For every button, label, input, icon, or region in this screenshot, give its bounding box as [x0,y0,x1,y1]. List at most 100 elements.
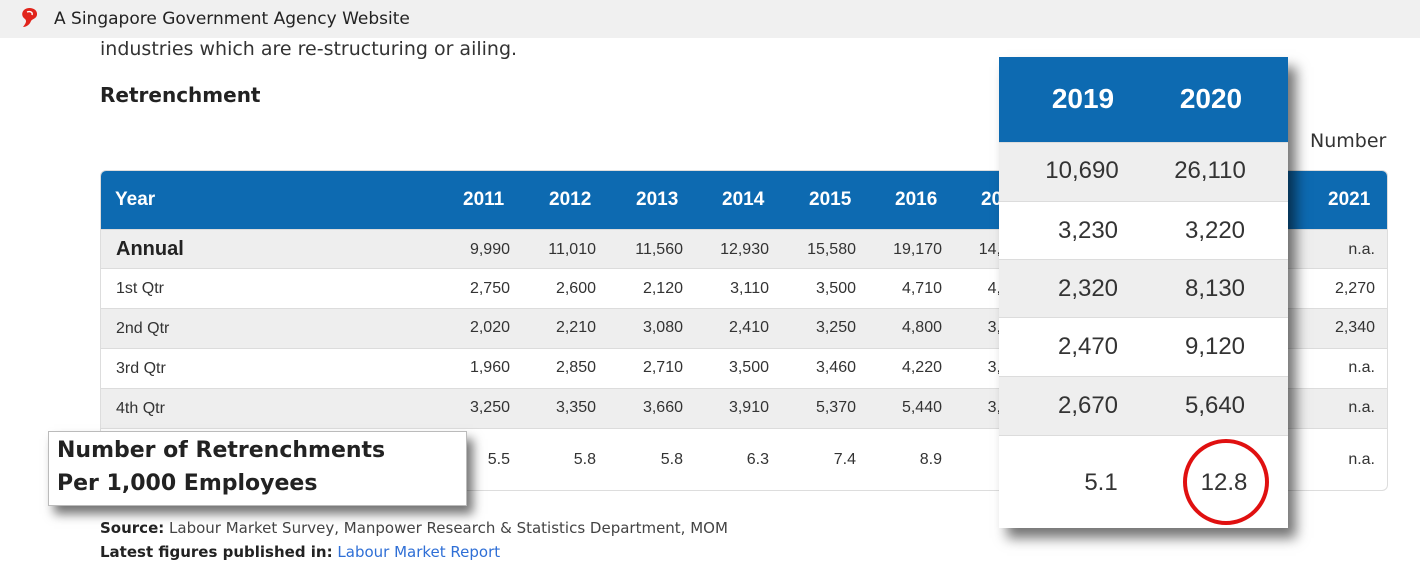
table-cell: 5,370 [815,399,856,416]
table-cell: 2,340 [1334,319,1375,336]
source-text: Labour Market Survey, Manpower Research … [169,519,728,537]
row-label: 3rd Qtr [116,360,166,377]
zoom-row: 2,670 5,640 [999,376,1288,435]
table-cell: 2,850 [555,359,596,376]
row-label: Annual [116,238,184,260]
zoom-row: 3,230 3,220 [999,201,1288,259]
table-cell: 9,990 [469,241,510,258]
zoom-cell: 8,130 [1184,275,1246,302]
zoom-cell: 3,230 [1057,217,1119,244]
intro-text: industries which are re-structuring or a… [100,38,518,60]
table-cell: n.a. [1348,451,1375,468]
table-cell: 4,220 [901,359,942,376]
section-title: Retrenchment [100,83,261,107]
table-cell: 11,010 [548,241,596,258]
header-col: 20 [981,189,1003,210]
latest-figures-note: Latest figures published in: Labour Mark… [100,543,500,561]
zoom-header-col: 2020 [1179,83,1243,114]
table-cell: 3,110 [730,280,769,297]
table-cell: 1,960 [469,359,510,376]
table-cell: 11,560 [635,241,683,258]
header-col: 2011 [463,189,505,210]
table-cell: 12,930 [720,241,769,258]
gov-banner: A Singapore Government Agency Website [0,0,1420,38]
callout-line-2: Per 1,000 Employees [57,471,318,496]
zoom-row: 2,470 9,120 [999,317,1288,376]
table-cell: 3,500 [728,359,769,376]
table-cell: 2,600 [555,280,596,297]
table-cell: 2,710 [642,359,683,376]
header-col: 2012 [549,189,592,210]
zoom-cell: 10,690 [1045,157,1119,184]
table-cell: 8.9 [919,451,942,468]
zoom-header-col: 2019 [1051,83,1115,114]
table-row: 5.5 5.8 5.8 6.3 7.4 8.9 n.a. [101,428,1387,490]
table-cell: 15,580 [807,241,856,258]
table-cell: 2,210 [555,319,596,336]
zoom-cell: 2,670 [1057,392,1119,419]
table-cell: 5,440 [901,399,942,416]
table-cell: 4,710 [901,280,942,297]
table-cell: 2,410 [728,319,769,336]
lion-head-icon [22,7,38,27]
table-cell: 6.3 [746,451,769,468]
table-cell: 3,500 [815,280,856,297]
zoom-row: 10,690 26,110 [999,142,1288,201]
zoom-header: 2019 2020 [999,57,1288,142]
table-cell: 3,460 [815,359,856,376]
table-cell: n.a. [1348,399,1375,416]
zoom-cell: 5,640 [1184,392,1246,419]
zoom-panel-2019-2020: 2019 2020 10,690 26,110 3,230 3,220 2,32… [999,57,1288,528]
table-cell: 3, [987,399,1001,416]
table-cell: 3,250 [815,319,856,336]
labour-market-report-link[interactable]: Labour Market Report [337,543,501,561]
header-year: Year [115,189,156,210]
header-col: 2015 [809,189,852,210]
source-note: Source: Labour Market Survey, Manpower R… [100,519,728,537]
table-cell: 2,120 [642,280,683,297]
table-cell: 4,800 [901,319,942,336]
table-cell: 7.4 [833,451,856,468]
table-cell: 2,750 [469,280,510,297]
table-cell: 4, [987,280,1001,297]
row-label: 1st Qtr [116,280,165,297]
zoom-row: 2,320 8,130 [999,259,1288,317]
highlight-circle [1183,439,1269,525]
callout-retrenchment-rate: Number of Retrenchments Per 1,000 Employ… [48,431,467,506]
source-label: Source: [100,519,165,537]
table-cell: 2,020 [469,319,510,336]
table-cell: 5.5 [487,451,510,468]
table-cell: 5.8 [573,451,596,468]
zoom-cell: 9,120 [1184,333,1246,360]
callout-line-1: Number of Retrenchments [57,438,386,463]
zoom-cell: 3,220 [1184,217,1246,244]
table-cell: 19,170 [893,241,942,258]
table-cell: n.a. [1348,359,1375,376]
table-cell: 3,910 [728,399,769,416]
header-col: 2014 [722,189,765,210]
table-cell: 3,350 [555,399,596,416]
table-row: 3rd Qtr 1,960 2,850 2,710 3,500 3,460 4,… [101,348,1387,388]
row-label: 2nd Qtr [116,320,170,337]
latest-label: Latest figures published in: [100,543,333,561]
gov-banner-text: A Singapore Government Agency Website [54,9,410,29]
table-cell: 14, [978,241,1001,258]
header-col: 2021 [1328,189,1371,210]
table-cell: 3,080 [642,319,683,336]
row-label: 4th Qtr [116,400,165,417]
table-cell: n.a. [1348,241,1375,258]
zoom-cell: 2,320 [1057,275,1119,302]
table-cell: 5.8 [660,451,683,468]
zoom-cell: 5.1 [1084,469,1118,496]
table-row: 1st Qtr 2,750 2,600 2,120 3,110 3,500 4,… [101,268,1387,308]
zoom-cell: 26,110 [1174,157,1246,184]
table-cell: 3,660 [642,399,683,416]
table-cell: 2,270 [1334,280,1375,297]
header-col: 2016 [895,189,938,210]
table-cell: 3,250 [469,399,510,416]
unit-label: Number [1310,130,1387,152]
table-cell: 3, [987,319,1001,336]
table-cell: 3, [987,359,1001,376]
zoom-cell: 2,470 [1057,333,1119,360]
header-col: 2013 [636,189,679,210]
